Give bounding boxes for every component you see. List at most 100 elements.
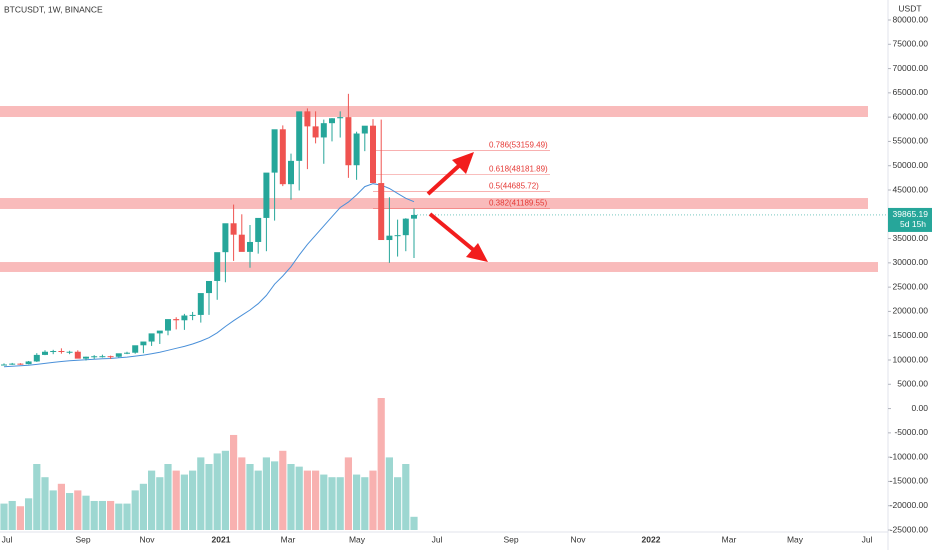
volume-bar: [344, 457, 352, 530]
arrow-down-shaft: [428, 212, 478, 254]
volume-bar: [49, 490, 57, 530]
candle-body: [50, 351, 57, 353]
y-tick-label: -5000.00: [894, 427, 928, 437]
y-tick-label: 80000.00: [893, 14, 929, 24]
y-tick-label: -15000.00: [890, 476, 929, 486]
volume-bar: [123, 503, 131, 530]
volume-bar: [148, 470, 156, 530]
candle-body: [411, 214, 417, 219]
candle-body: [9, 363, 16, 365]
candle-body: [165, 319, 171, 331]
volume-bar: [312, 470, 320, 530]
candle-body: [329, 118, 335, 124]
candle-body: [312, 126, 319, 138]
candle-body: [288, 160, 294, 185]
y-tick-label: 45000.00: [893, 184, 929, 194]
candle-body: [66, 351, 73, 353]
volume-bar: [353, 474, 361, 530]
y-tick-label: 75000.00: [893, 39, 929, 49]
candle-body: [247, 241, 253, 252]
candle-body: [230, 223, 237, 235]
volume-bar: [33, 464, 41, 530]
labels: 80000.00 75000.00 70000.00 65000.00 60000.00…: [2, 14, 932, 544]
candle-body: [74, 351, 81, 359]
candle-body: [238, 234, 245, 252]
fib-label: 0.5(44685.72): [489, 182, 539, 191]
y-tick-label: 25000.00: [893, 281, 929, 291]
x-tick-label: 2022: [642, 534, 661, 544]
candle-body: [214, 252, 221, 281]
volume-bar: [197, 457, 205, 530]
volume-bar: [385, 457, 393, 530]
volume-bar: [254, 470, 262, 530]
axis-unit: USDT: [898, 3, 921, 13]
y-tick-label: 30000.00: [893, 257, 929, 267]
candle-body: [83, 356, 89, 359]
candle-body: [25, 361, 32, 365]
y-tick-label: 0.00: [911, 403, 928, 413]
x-tick-label: Nov: [570, 534, 586, 544]
fib-label: 0.786(53159.49): [489, 140, 548, 149]
candle-body: [320, 123, 327, 138]
y-tick-label: 35000.00: [893, 233, 929, 243]
y-tick-label: -25000.00: [890, 524, 929, 534]
candle-body: [353, 133, 360, 166]
volume-bar: [41, 477, 49, 530]
y-tick-label: 50000.00: [893, 160, 929, 170]
price-tag-countdown: 5d 15h: [900, 219, 926, 229]
volume-bar: [336, 477, 344, 530]
y-tick-label: 55000.00: [893, 136, 929, 146]
candle-body: [17, 363, 24, 365]
candle-body: [337, 117, 344, 119]
y-tick-label: 60000.00: [893, 111, 929, 121]
x-tick-label: May: [349, 534, 366, 544]
candle-body: [58, 351, 65, 353]
x-tick-label: Sep: [75, 534, 90, 544]
volume-bar: [279, 450, 287, 530]
x-tick-label: Nov: [139, 534, 155, 544]
volume-bar: [90, 500, 98, 530]
candle-body: [370, 125, 376, 184]
candle-body: [107, 356, 114, 358]
candle-body: [361, 125, 368, 134]
volume-bar: [394, 477, 402, 530]
price-tag: [888, 207, 932, 232]
candle-body: [263, 172, 270, 218]
candle-body: [378, 183, 385, 241]
volume-bar: [238, 457, 246, 530]
x-tick-label: Jul: [862, 534, 873, 544]
volume-bar: [156, 477, 164, 530]
candle-body: [255, 217, 262, 242]
candle-body: [148, 333, 155, 342]
candle-body: [140, 341, 147, 346]
y-tick-label: -10000.00: [890, 451, 929, 461]
candle-body: [345, 117, 352, 166]
volume-bar: [221, 450, 229, 530]
candle-body: [222, 223, 229, 253]
candle-body: [42, 351, 48, 355]
volume-bars: [0, 398, 418, 530]
y-tick-label: 70000.00: [893, 63, 929, 73]
candle-body: [197, 293, 204, 315]
volume-bar: [361, 477, 369, 530]
volume-bar: [410, 516, 418, 530]
y-tick-label: 20000.00: [893, 306, 929, 316]
volume-bar: [402, 464, 410, 530]
volume-bar: [271, 461, 279, 530]
candle-body: [402, 218, 409, 236]
candle-body: [173, 319, 180, 321]
candle-body: [91, 356, 98, 358]
volume-bar: [320, 474, 328, 530]
candle-body: [271, 129, 278, 173]
chart-title: BTCUSDT, 1W, BINANCE: [4, 4, 103, 14]
x-tick-label: May: [787, 534, 804, 544]
candle-body: [189, 314, 196, 316]
volume-bar: [164, 464, 172, 530]
y-tick-label: 10000.00: [893, 354, 929, 364]
fib-levels: 0.786(53159.49) 0.618(48181.89) 0.5(44685.…: [373, 140, 550, 209]
arrow-up-shaft: [426, 161, 464, 196]
volume-bar: [172, 470, 180, 530]
volume-bar: [25, 498, 33, 530]
